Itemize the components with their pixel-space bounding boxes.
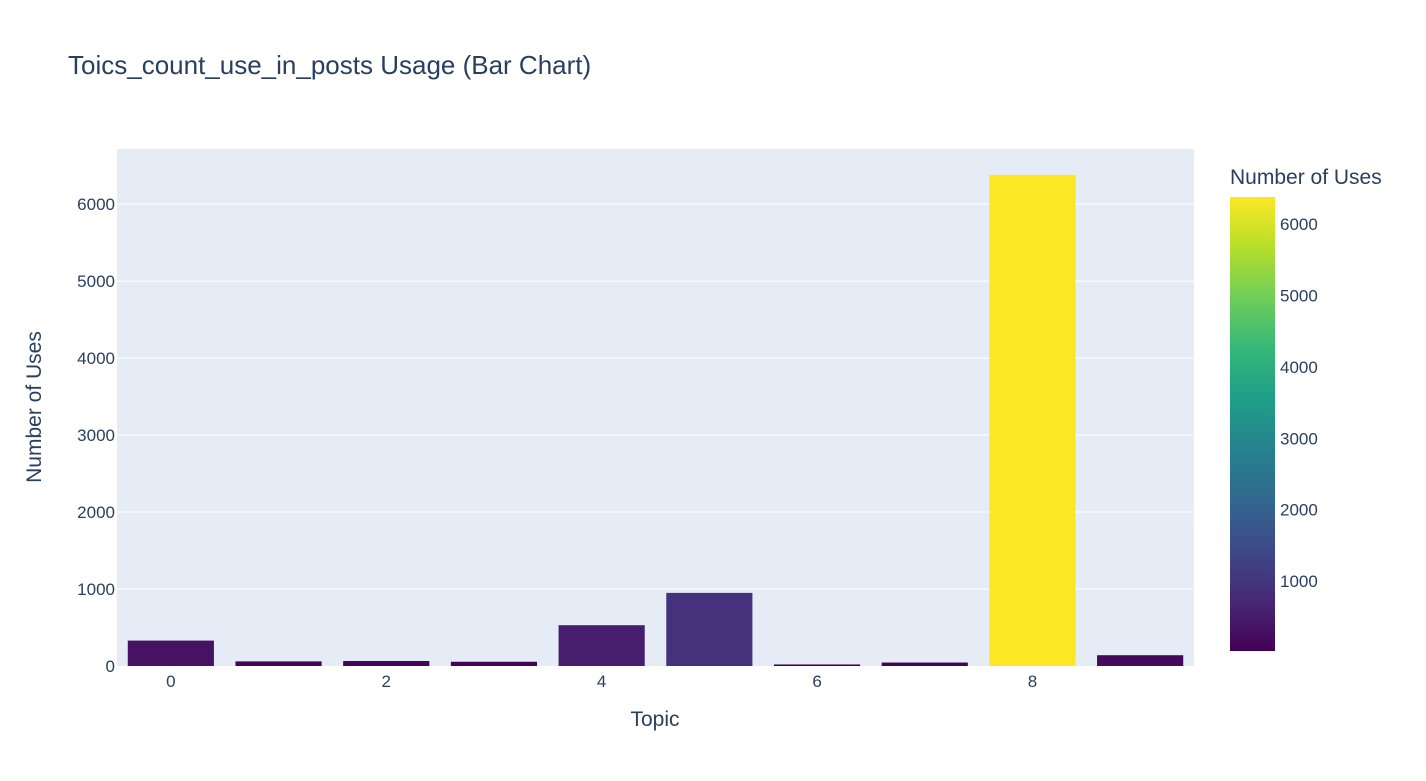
y-tick-label: 3000 [77,426,115,445]
x-axis-label: Topic [630,708,679,731]
bar-topic-0 [127,640,214,666]
y-tick-label: 6000 [77,195,115,214]
bar-topic-6 [773,664,861,666]
y-tick-label: 1000 [77,580,115,599]
x-tick-label: 4 [597,672,606,691]
bar-topic-3 [450,661,538,666]
y-tick-label: 5000 [77,272,115,291]
bars [127,174,1184,666]
y-axis-ticks: 0 1000 2000 3000 4000 5000 6000 [77,195,115,676]
colorbar-tick-label: 3000 [1280,429,1318,448]
x-axis-ticks: 0 2 4 6 8 [166,672,1037,691]
bar-topic-7 [881,662,968,666]
colorbar-tick-label: 5000 [1280,287,1318,306]
colorbar-tick-label: 1000 [1280,572,1318,591]
x-tick-label: 2 [382,672,391,691]
y-tick-label: 4000 [77,349,115,368]
bar-topic-5 [666,592,753,666]
bar-topic-4 [558,625,645,666]
y-axis-label: Number of Uses [23,331,46,483]
y-tick-label: 2000 [77,503,115,522]
bar-topic-9 [1097,655,1184,666]
bar-topic-1 [235,661,322,666]
x-tick-label: 6 [812,672,821,691]
chart-title: Toics_count_use_in_posts Usage (Bar Char… [68,50,591,80]
colorbar-tick-label: 4000 [1280,358,1318,377]
colorbar-title: Number of Uses [1230,166,1382,189]
x-tick-label: 0 [166,672,175,691]
colorbar-ticks: 1000 2000 3000 4000 5000 6000 [1280,215,1318,591]
bar-topic-8 [989,174,1076,666]
x-tick-label: 8 [1028,672,1037,691]
colorbar: Number of Uses 1000 2000 3000 4000 5000 6000 [1230,166,1382,651]
colorbar-tick-label: 2000 [1280,501,1318,520]
colorbar-tick-label: 6000 [1280,215,1318,234]
colorbar-gradient [1230,197,1275,651]
bar-topic-2 [343,660,430,666]
y-tick-label: 0 [106,657,115,676]
